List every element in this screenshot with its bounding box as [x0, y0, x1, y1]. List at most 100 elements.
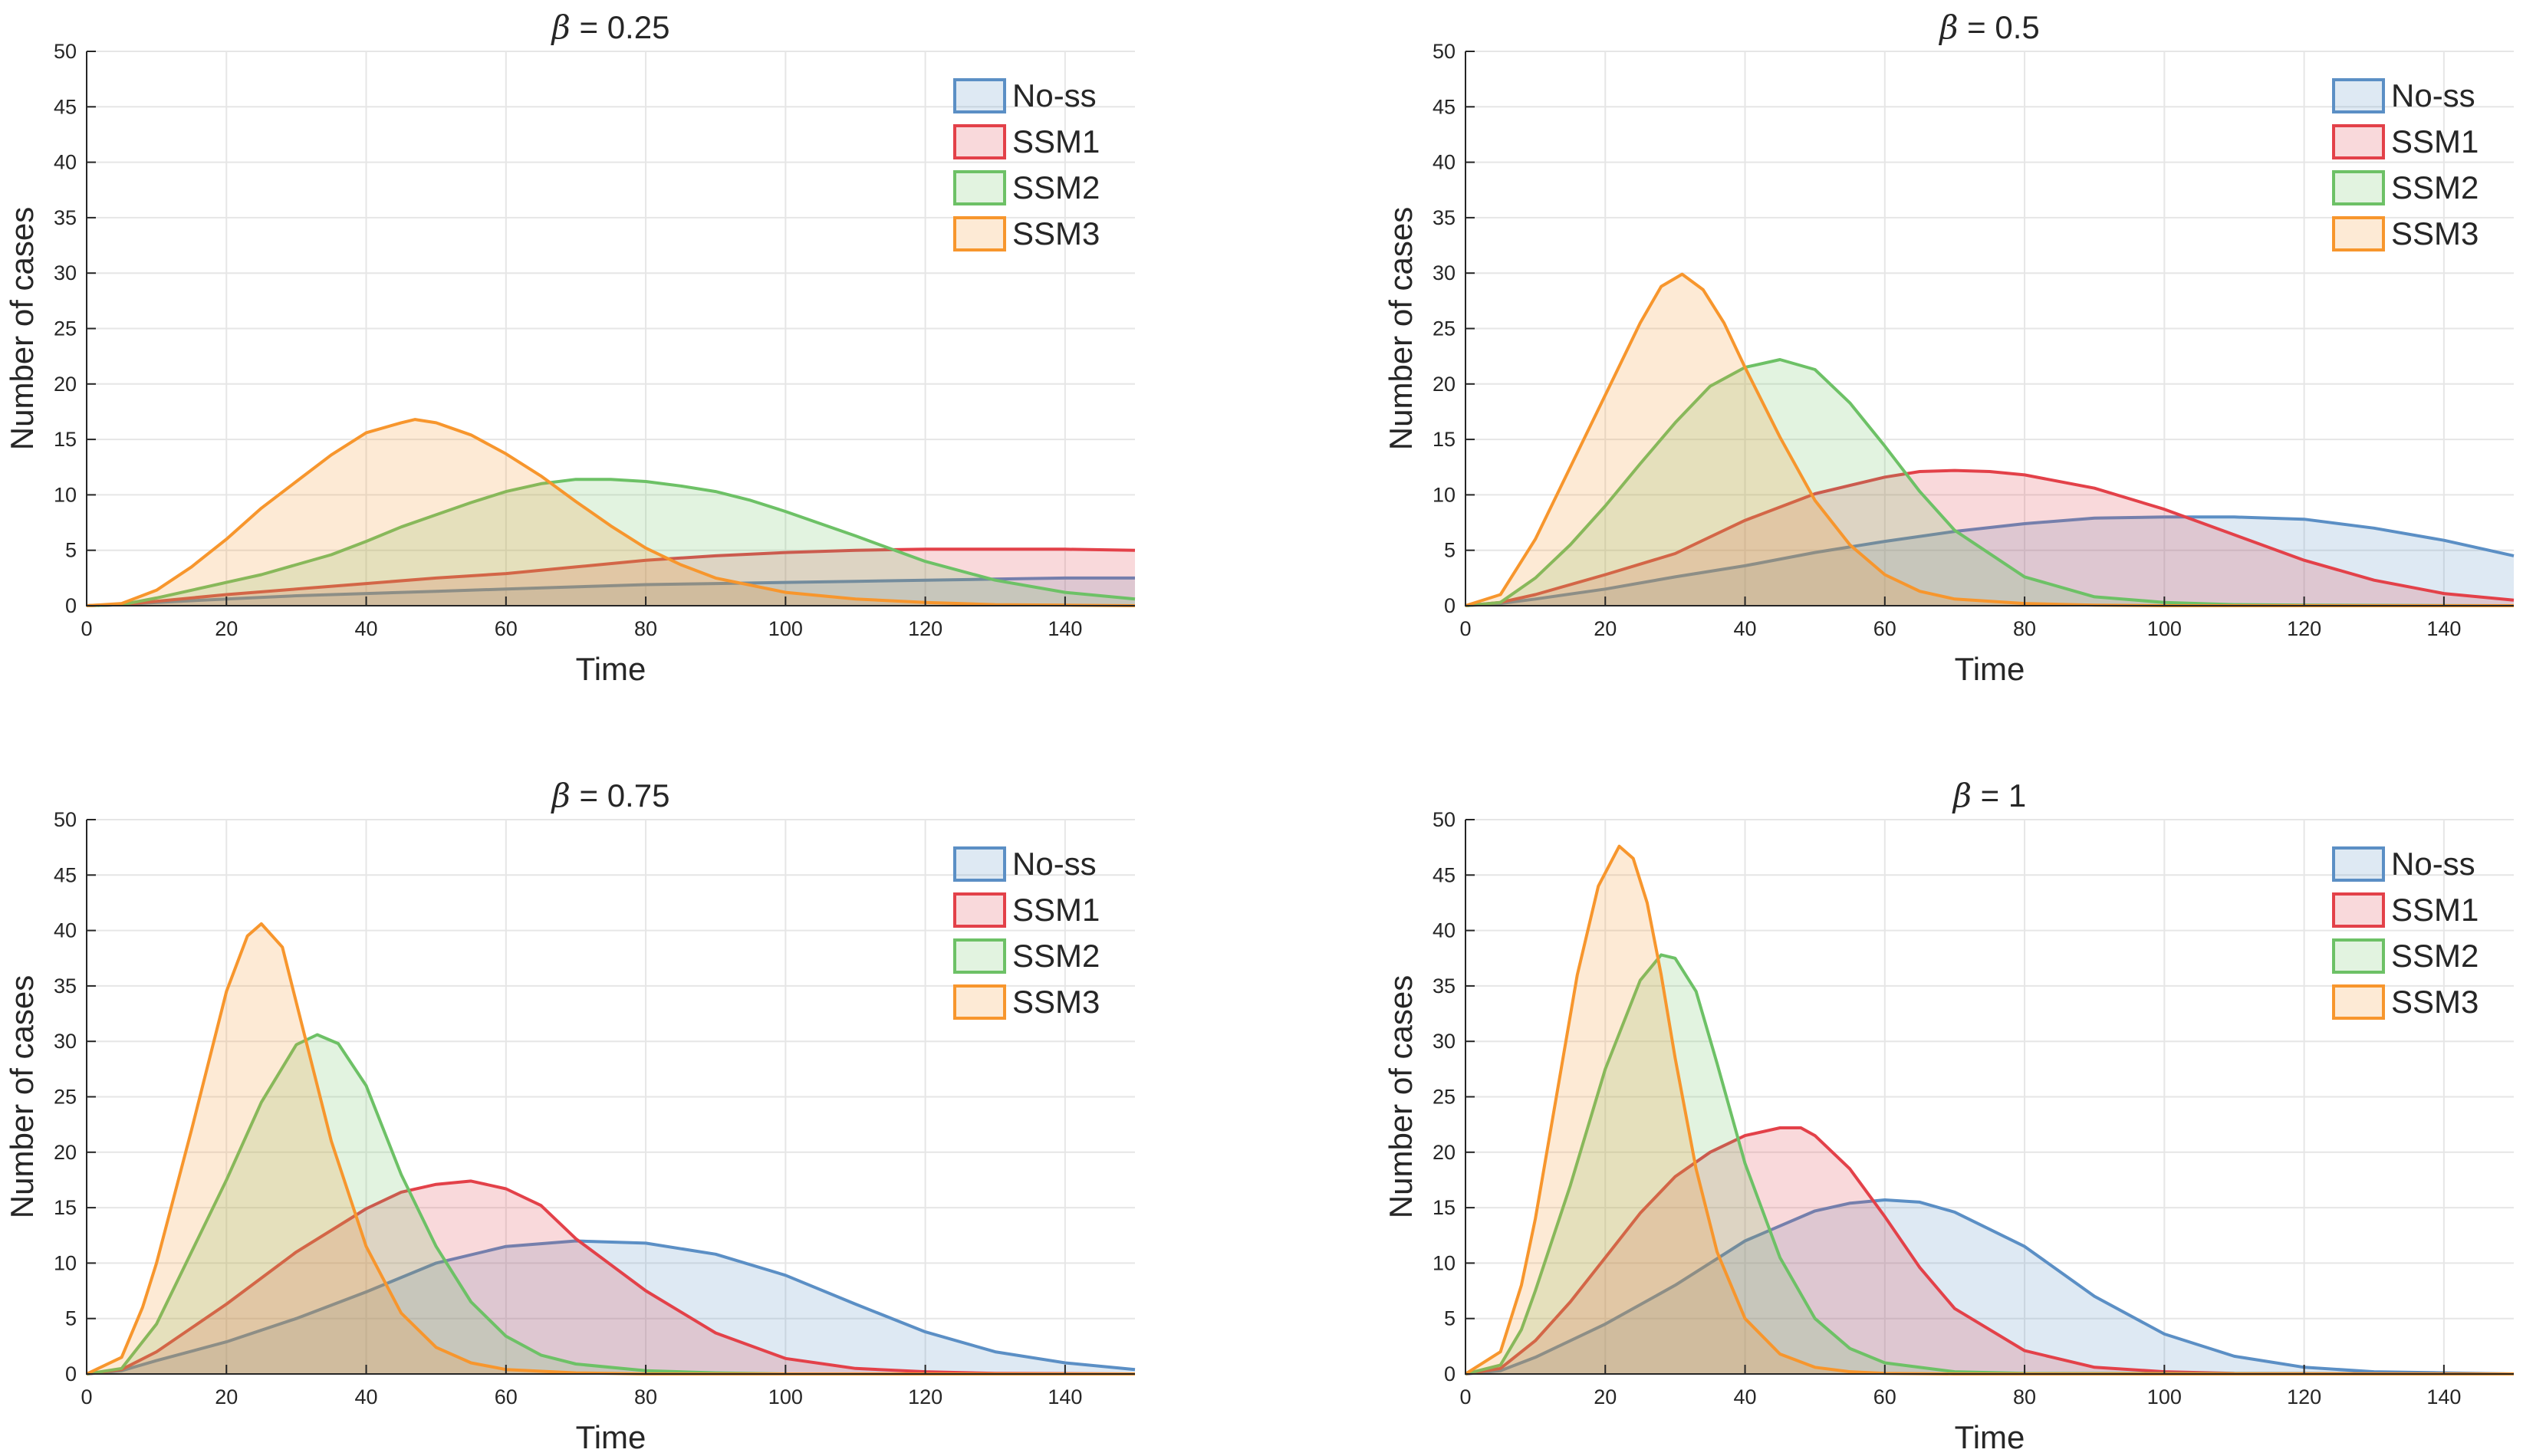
- legend-swatch-ssm1: [2332, 124, 2385, 159]
- chart-title: β = 0.5: [1938, 8, 2040, 46]
- y-tick-label: 25: [1433, 317, 1456, 340]
- legend-label: SSM2: [1012, 169, 1100, 205]
- x-axis-label: Time: [1955, 651, 2025, 687]
- x-tick-label: 80: [634, 1385, 657, 1408]
- y-tick-label: 30: [54, 1030, 77, 1053]
- line-ssm3: [1464, 844, 2514, 1375]
- x-axis-label: Time: [576, 1419, 646, 1455]
- legend-swatch-ssm3: [2332, 984, 2385, 1020]
- legend-swatch-ssm1: [953, 892, 1006, 928]
- x-axis-label: Time: [1955, 1419, 2025, 1455]
- line-no-ss: [86, 1239, 1136, 1375]
- y-tick-label: 5: [65, 1307, 77, 1330]
- x-tick-label: 40: [355, 617, 378, 640]
- y-tick-label: 10: [54, 483, 77, 506]
- x-tick-label: 120: [2287, 617, 2321, 640]
- area-ssm1: [87, 1181, 1135, 1374]
- y-tick-label: 5: [1444, 539, 1456, 562]
- y-tick-label: 20: [54, 1141, 77, 1164]
- y-tick-label: 35: [54, 206, 77, 229]
- chart-panel-1: 0 20 40 60 80 100 120 140 0 5 10 15 20 25 30 35 40 45 50 Ti…: [4, 8, 1136, 687]
- x-tick-label: 100: [768, 617, 803, 640]
- x-tick-label: 60: [1873, 1385, 1896, 1408]
- line-no-ss: [86, 576, 1135, 607]
- legend-swatch-ssm3: [2332, 216, 2385, 251]
- legend-swatch-ssm2: [953, 938, 1006, 974]
- area-ssm2: [1465, 955, 2514, 1374]
- legend-label: SSM1: [1012, 123, 1100, 159]
- legend-label: No-ss: [2391, 77, 2475, 113]
- area-no-ss: [1465, 1200, 2514, 1374]
- area-no-ss: [87, 1241, 1135, 1374]
- y-tick-label: 10: [54, 1251, 77, 1274]
- legend: No-ss SSM1 SSM2 SSM3: [953, 846, 1100, 1020]
- x-tick-label: 0: [81, 1385, 92, 1408]
- x-tick-label: 140: [1048, 617, 1082, 640]
- y-tick-label: 5: [65, 539, 77, 562]
- line-ssm1: [1465, 468, 2515, 607]
- title-value: = 0.75: [571, 777, 670, 813]
- x-tick-label: 40: [1734, 1385, 1757, 1408]
- line-ssm1: [86, 1179, 1136, 1375]
- line-ssm1: [1465, 1126, 2515, 1375]
- area-ssm3: [87, 419, 1135, 606]
- x-tick-label: 140: [2426, 617, 2461, 640]
- y-tick-label: 10: [1433, 483, 1456, 506]
- y-tick-label: 50: [1433, 40, 1456, 63]
- x-tick-label: 60: [495, 1385, 518, 1408]
- legend-label: SSM3: [2391, 984, 2479, 1020]
- legend-swatch-ssm3: [953, 984, 1006, 1020]
- x-tick-label: 80: [2013, 617, 2036, 640]
- x-tick-label: 20: [215, 1385, 238, 1408]
- y-axis-label: Number of cases: [1383, 207, 1419, 450]
- x-tick-label: 100: [768, 1385, 803, 1408]
- area-ssm2: [1465, 360, 2514, 606]
- y-tick-label: 10: [1433, 1251, 1456, 1274]
- y-tick-label: 30: [54, 261, 77, 284]
- line-ssm2: [86, 1033, 1135, 1375]
- area-ssm1: [87, 549, 1135, 606]
- x-tick-label: 20: [215, 617, 238, 640]
- y-tick-label: 30: [1433, 261, 1456, 284]
- line-ssm1: [86, 547, 1136, 607]
- legend-swatch-ssm2: [2332, 938, 2385, 974]
- legend-swatch-no-ss: [953, 846, 1006, 882]
- x-tick-label: 120: [908, 1385, 942, 1408]
- chart-panel-4: 0 20 40 60 80 100 120 140 0 5 10 15 20 25 30 35 40 45 50 Ti…: [1383, 777, 2515, 1455]
- x-tick-label: 40: [1734, 617, 1757, 640]
- area-ssm3: [1465, 846, 2514, 1374]
- x-tick-label: 120: [908, 617, 942, 640]
- x-tick-label: 100: [2147, 1385, 2182, 1408]
- y-tick-label: 35: [54, 975, 77, 998]
- legend-swatch-ssm3: [953, 216, 1006, 251]
- legend-label: SSM2: [1012, 938, 1100, 974]
- chart-title: β = 0.75: [551, 777, 670, 814]
- line-ssm3: [1465, 272, 2514, 607]
- y-tick-label: 40: [54, 919, 77, 942]
- legend-label: SSM1: [1012, 892, 1100, 928]
- legend-label: No-ss: [1012, 77, 1097, 113]
- legend: No-ss SSM1 SSM2 SSM3: [953, 77, 1100, 251]
- y-axis-label: Number of cases: [4, 207, 40, 450]
- x-tick-label: 60: [1873, 617, 1896, 640]
- legend-label: SSM3: [1012, 984, 1100, 1020]
- legend-label: SSM3: [1012, 215, 1100, 251]
- area-no-ss: [1465, 517, 2514, 606]
- legend-swatch-no-ss: [953, 78, 1006, 113]
- y-tick-label: 20: [54, 373, 77, 396]
- y-tick-label: 15: [1433, 428, 1456, 451]
- y-tick-label: 0: [65, 1362, 77, 1385]
- area-ssm2: [87, 1034, 1135, 1374]
- area-ssm1: [1465, 470, 2514, 606]
- y-tick-label: 40: [54, 151, 77, 174]
- line-ssm3: [86, 418, 1136, 607]
- x-axis-label: Time: [576, 651, 646, 687]
- y-tick-label: 0: [65, 594, 77, 617]
- y-tick-label: 15: [1433, 1196, 1456, 1219]
- area-ssm3: [87, 923, 1135, 1374]
- legend-swatch-ssm2: [953, 170, 1006, 205]
- y-tick-label: 15: [54, 1196, 77, 1219]
- y-tick-label: 0: [1444, 1362, 1456, 1385]
- y-tick-label: 45: [1433, 95, 1456, 118]
